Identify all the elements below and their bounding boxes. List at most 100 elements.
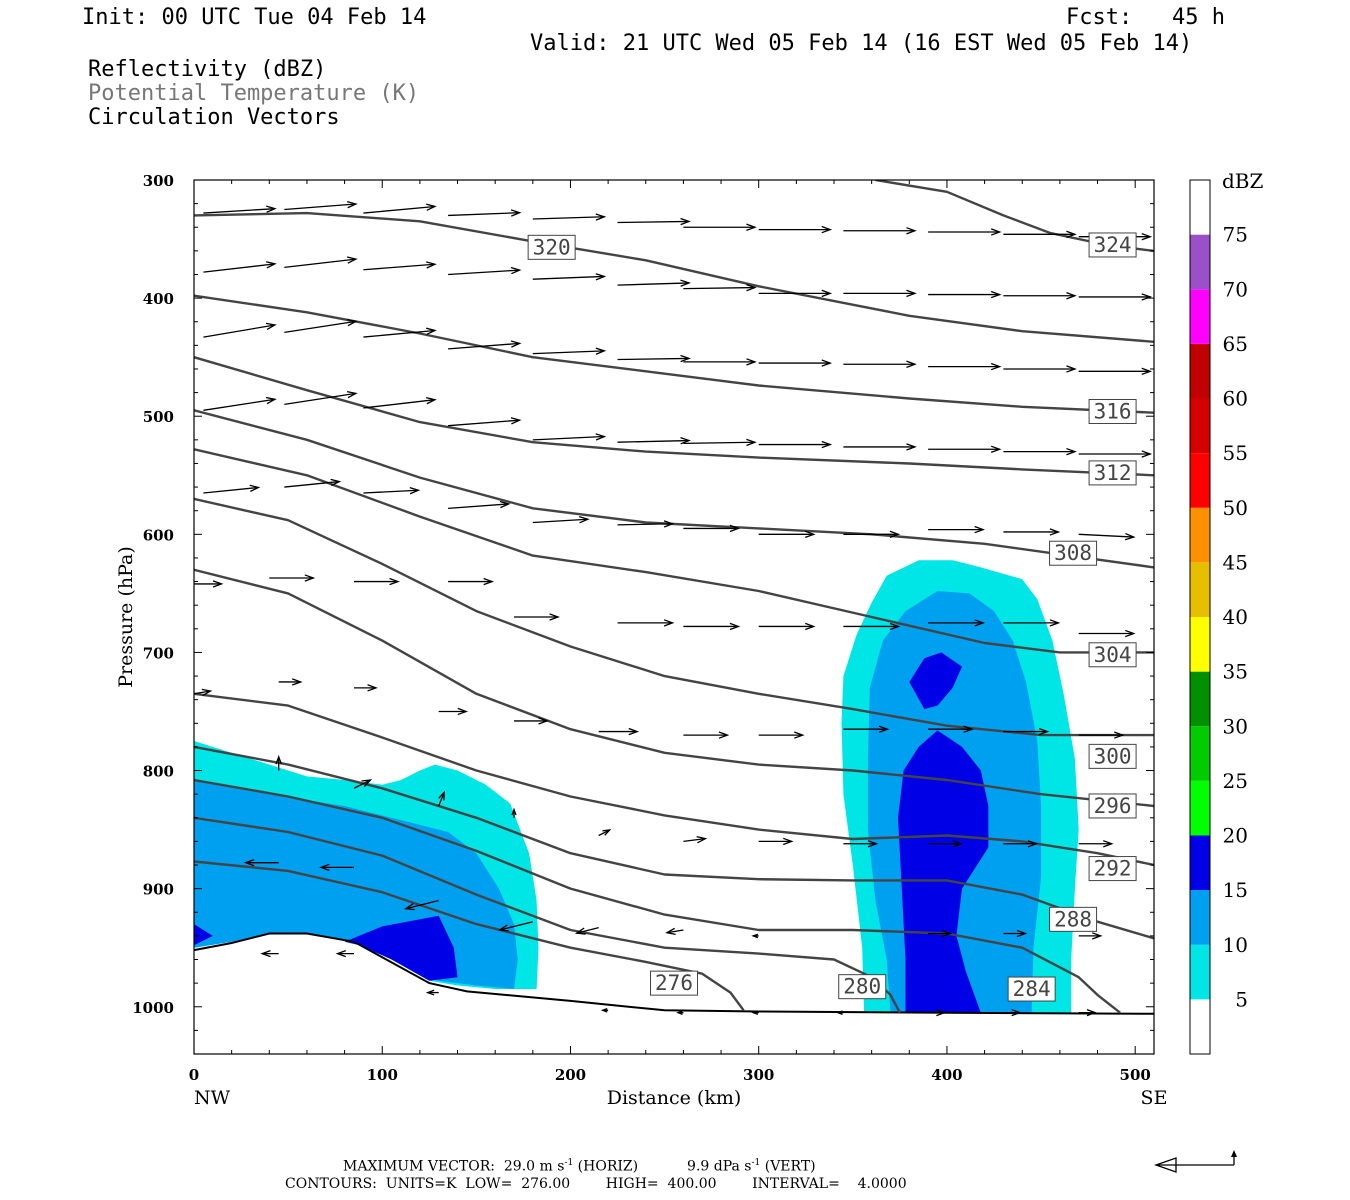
vector-54 [683, 524, 741, 533]
vector-45 [928, 445, 1002, 453]
vector-65 [617, 619, 675, 627]
vector-44 [843, 443, 917, 451]
theta-label-box-316 [1088, 398, 1137, 424]
colorbar-segment-75 [1190, 180, 1210, 235]
vector-103 [928, 929, 953, 938]
theta-labels: 324 320 316 312 308 304 300 296 292 288 284 280 276 [527, 232, 1137, 1002]
vector-90 [758, 837, 794, 846]
colorbar-label-5: 5 [1235, 987, 1248, 1011]
vector-24 [203, 322, 277, 338]
colorbar-segment-below [1190, 999, 1210, 1054]
x-tick-100: 100 [367, 1066, 398, 1084]
vector-96 [319, 863, 354, 872]
y-tick-600: 600 [143, 526, 174, 544]
vector-81 [928, 725, 975, 733]
vector-76 [514, 717, 549, 725]
vector-5 [617, 217, 691, 226]
theta-label-box-280 [838, 974, 887, 1000]
colorbar-segment-55 [1190, 398, 1210, 454]
y-tick-900: 900 [143, 881, 174, 899]
forecast-hour: Fcst: 45 h [1066, 5, 1225, 30]
colorbar-segment-20 [1190, 780, 1210, 836]
theta-contours [194, 180, 1154, 1014]
x-end-label-left: NW [194, 1087, 231, 1109]
colorbar-segment-70 [1190, 234, 1210, 290]
vector-48 [203, 484, 261, 494]
colorbar-label-60: 60 [1223, 387, 1248, 411]
vector-15 [448, 266, 522, 276]
colorbar-segment-5 [1190, 944, 1210, 1000]
init-time: Init: 00 UTC Tue 04 Feb 14 [82, 5, 427, 30]
vector-58 [1003, 528, 1061, 536]
vector-73 [278, 678, 303, 686]
vector-28 [532, 347, 607, 355]
theta-contour-304 [194, 448, 1154, 654]
max-vector-vert-exp: -1 [751, 1158, 761, 1168]
vector-33 [928, 362, 1002, 371]
theta-contour-300 [194, 497, 1154, 737]
vector-39 [448, 417, 522, 427]
max-vector-line: MAXIMUM VECTOR: 29.0 m s-1 (HORIZ) 9.9 d… [343, 1158, 816, 1175]
vector-40 [532, 433, 607, 441]
vector-72 [193, 688, 213, 696]
colorbar-segment-25 [1190, 726, 1210, 781]
theta-label-308: 308 [1054, 541, 1092, 565]
colorbar-label-10: 10 [1223, 933, 1248, 957]
vector-112 [836, 1010, 844, 1015]
colorbar-frame [1189, 179, 1211, 1055]
vector-99 [574, 926, 599, 935]
terrain-surface [193, 932, 1155, 1015]
valid-time: Valid: 21 UTC Wed 05 Feb 14 (16 EST Wed … [530, 31, 1193, 56]
max-vector-horiz-exp: -1 [564, 1158, 574, 1168]
max-vector-label: MAXIMUM VECTOR: [343, 1158, 495, 1175]
vector-30 [683, 358, 757, 366]
vector-16 [532, 273, 607, 281]
vector-98 [497, 921, 533, 932]
theta-label-box-312 [1088, 460, 1137, 486]
colorbar-segment-10 [1190, 890, 1210, 945]
vector-107 [335, 949, 354, 958]
theta-label-box-276 [650, 970, 698, 996]
theta-label-304: 304 [1094, 643, 1132, 667]
colorbar-label-65: 65 [1223, 332, 1248, 356]
theta-label-box-292 [1088, 856, 1137, 882]
vector-111 [751, 1010, 759, 1015]
y-axis-label: Pressure (hPa) [115, 546, 137, 688]
vector-8 [843, 227, 917, 235]
colorbar-segment-35 [1190, 617, 1210, 672]
vector-61 [269, 574, 316, 582]
vector-17 [617, 279, 691, 287]
x-end-label-right: SE [1141, 1087, 1168, 1109]
vector-106 [260, 949, 279, 958]
colorbar-segment-45 [1190, 507, 1210, 563]
vector-113 [928, 1009, 947, 1017]
vector-35 [1078, 367, 1153, 376]
max-vector-horiz-unit: (HORIZ) [577, 1158, 639, 1175]
theta-label-316: 316 [1094, 399, 1132, 423]
vector-100 [665, 927, 684, 936]
vector-2 [363, 203, 437, 214]
theta-label-box-284 [1007, 976, 1056, 1002]
vector-87 [511, 807, 517, 818]
terrain-line [193, 932, 1155, 1015]
vector-41 [617, 437, 691, 445]
x-axis-label: Distance (km) [607, 1087, 742, 1109]
vector-34 [1003, 365, 1077, 373]
vector-20 [843, 289, 917, 298]
theta-contour-312 [194, 356, 1154, 477]
vector-57 [928, 525, 986, 534]
vector-9 [928, 228, 1002, 236]
vector-104 [1003, 929, 1028, 938]
vector-46 [1003, 447, 1077, 456]
y-tick-1000: 1000 [132, 999, 174, 1017]
vector-21 [928, 290, 1002, 299]
vector-63 [448, 577, 495, 586]
colorbar-label-35: 35 [1223, 660, 1248, 684]
circulation-vectors [193, 200, 1153, 1017]
vector-32 [843, 360, 917, 368]
theta-contour-308 [194, 409, 1154, 569]
vector-114 [1003, 1009, 1022, 1017]
vector-50 [363, 486, 421, 495]
vector-47 [1078, 450, 1153, 458]
